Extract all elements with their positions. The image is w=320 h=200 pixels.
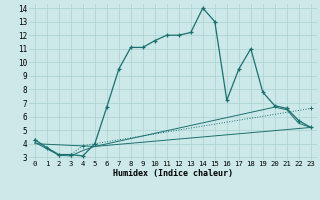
X-axis label: Humidex (Indice chaleur): Humidex (Indice chaleur) <box>113 169 233 178</box>
